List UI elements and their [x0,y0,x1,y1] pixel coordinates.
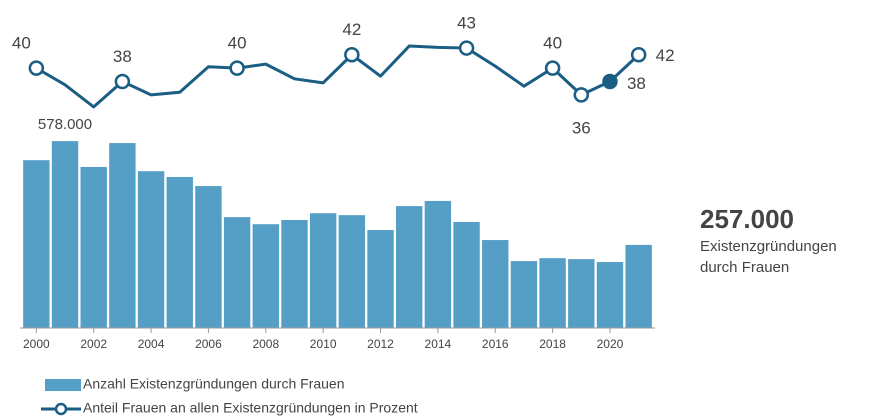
bar [223,217,251,328]
bar [109,143,136,328]
line-marker [344,47,360,63]
highlight-value: 257.000 [700,204,794,234]
bar [568,259,595,328]
bar [539,258,566,328]
line-label: 42 [656,46,675,65]
bar [23,160,50,328]
bar [137,171,165,328]
bar [51,141,79,328]
bar [482,240,509,328]
line-label: 43 [457,14,476,33]
bar [625,244,652,328]
bar [195,186,222,328]
x-tick-label: 2016 [482,337,509,351]
line-marker [458,40,475,56]
line [35,44,640,109]
x-tick-label: 2014 [425,337,452,351]
legend-swatch [54,402,68,416]
bar [252,224,279,328]
line-label: 38 [627,74,646,93]
line-marker [544,60,561,76]
line-marker [114,73,131,90]
legend-label: Anzahl Existenzgründungen durch Frauen [83,376,345,392]
bar [424,200,452,328]
x-tick-label: 2000 [23,337,50,351]
x-tick-label: 2018 [539,337,566,351]
bar [596,262,624,328]
bar [367,230,394,328]
x-tick-label: 2008 [252,337,279,351]
bar [281,220,308,328]
line-label: 40 [228,34,247,53]
bar [338,215,366,328]
highlight-text: Existenzgründungen [700,238,837,255]
line-marker [573,87,590,103]
highlight-text: durch Frauen [700,259,789,276]
x-tick-label: 2004 [138,337,165,351]
bar-label: 578.000 [38,116,92,133]
legend-swatch [45,379,81,391]
x-tick-label: 2002 [80,337,107,351]
x-tick-label: 2020 [597,337,624,351]
x-tick-label: 2006 [195,337,222,351]
line-marker [602,73,618,90]
line-label: 40 [12,34,31,53]
line-label: 38 [113,47,132,66]
bar [510,261,538,328]
x-tick-label: 2010 [310,337,337,351]
bar [309,213,337,328]
bar [396,206,423,328]
bar [166,177,193,328]
line-label: 40 [543,34,562,53]
line-marker [630,47,647,63]
legend-label: Anteil Frauen an allen Existenzgründunge… [83,400,418,416]
line-label: 42 [342,20,361,39]
bar [453,221,480,328]
x-tick-label: 2012 [367,337,394,351]
bar [80,166,107,328]
line-label: 36 [572,118,591,137]
line-marker [28,60,45,76]
line-marker [229,60,245,76]
